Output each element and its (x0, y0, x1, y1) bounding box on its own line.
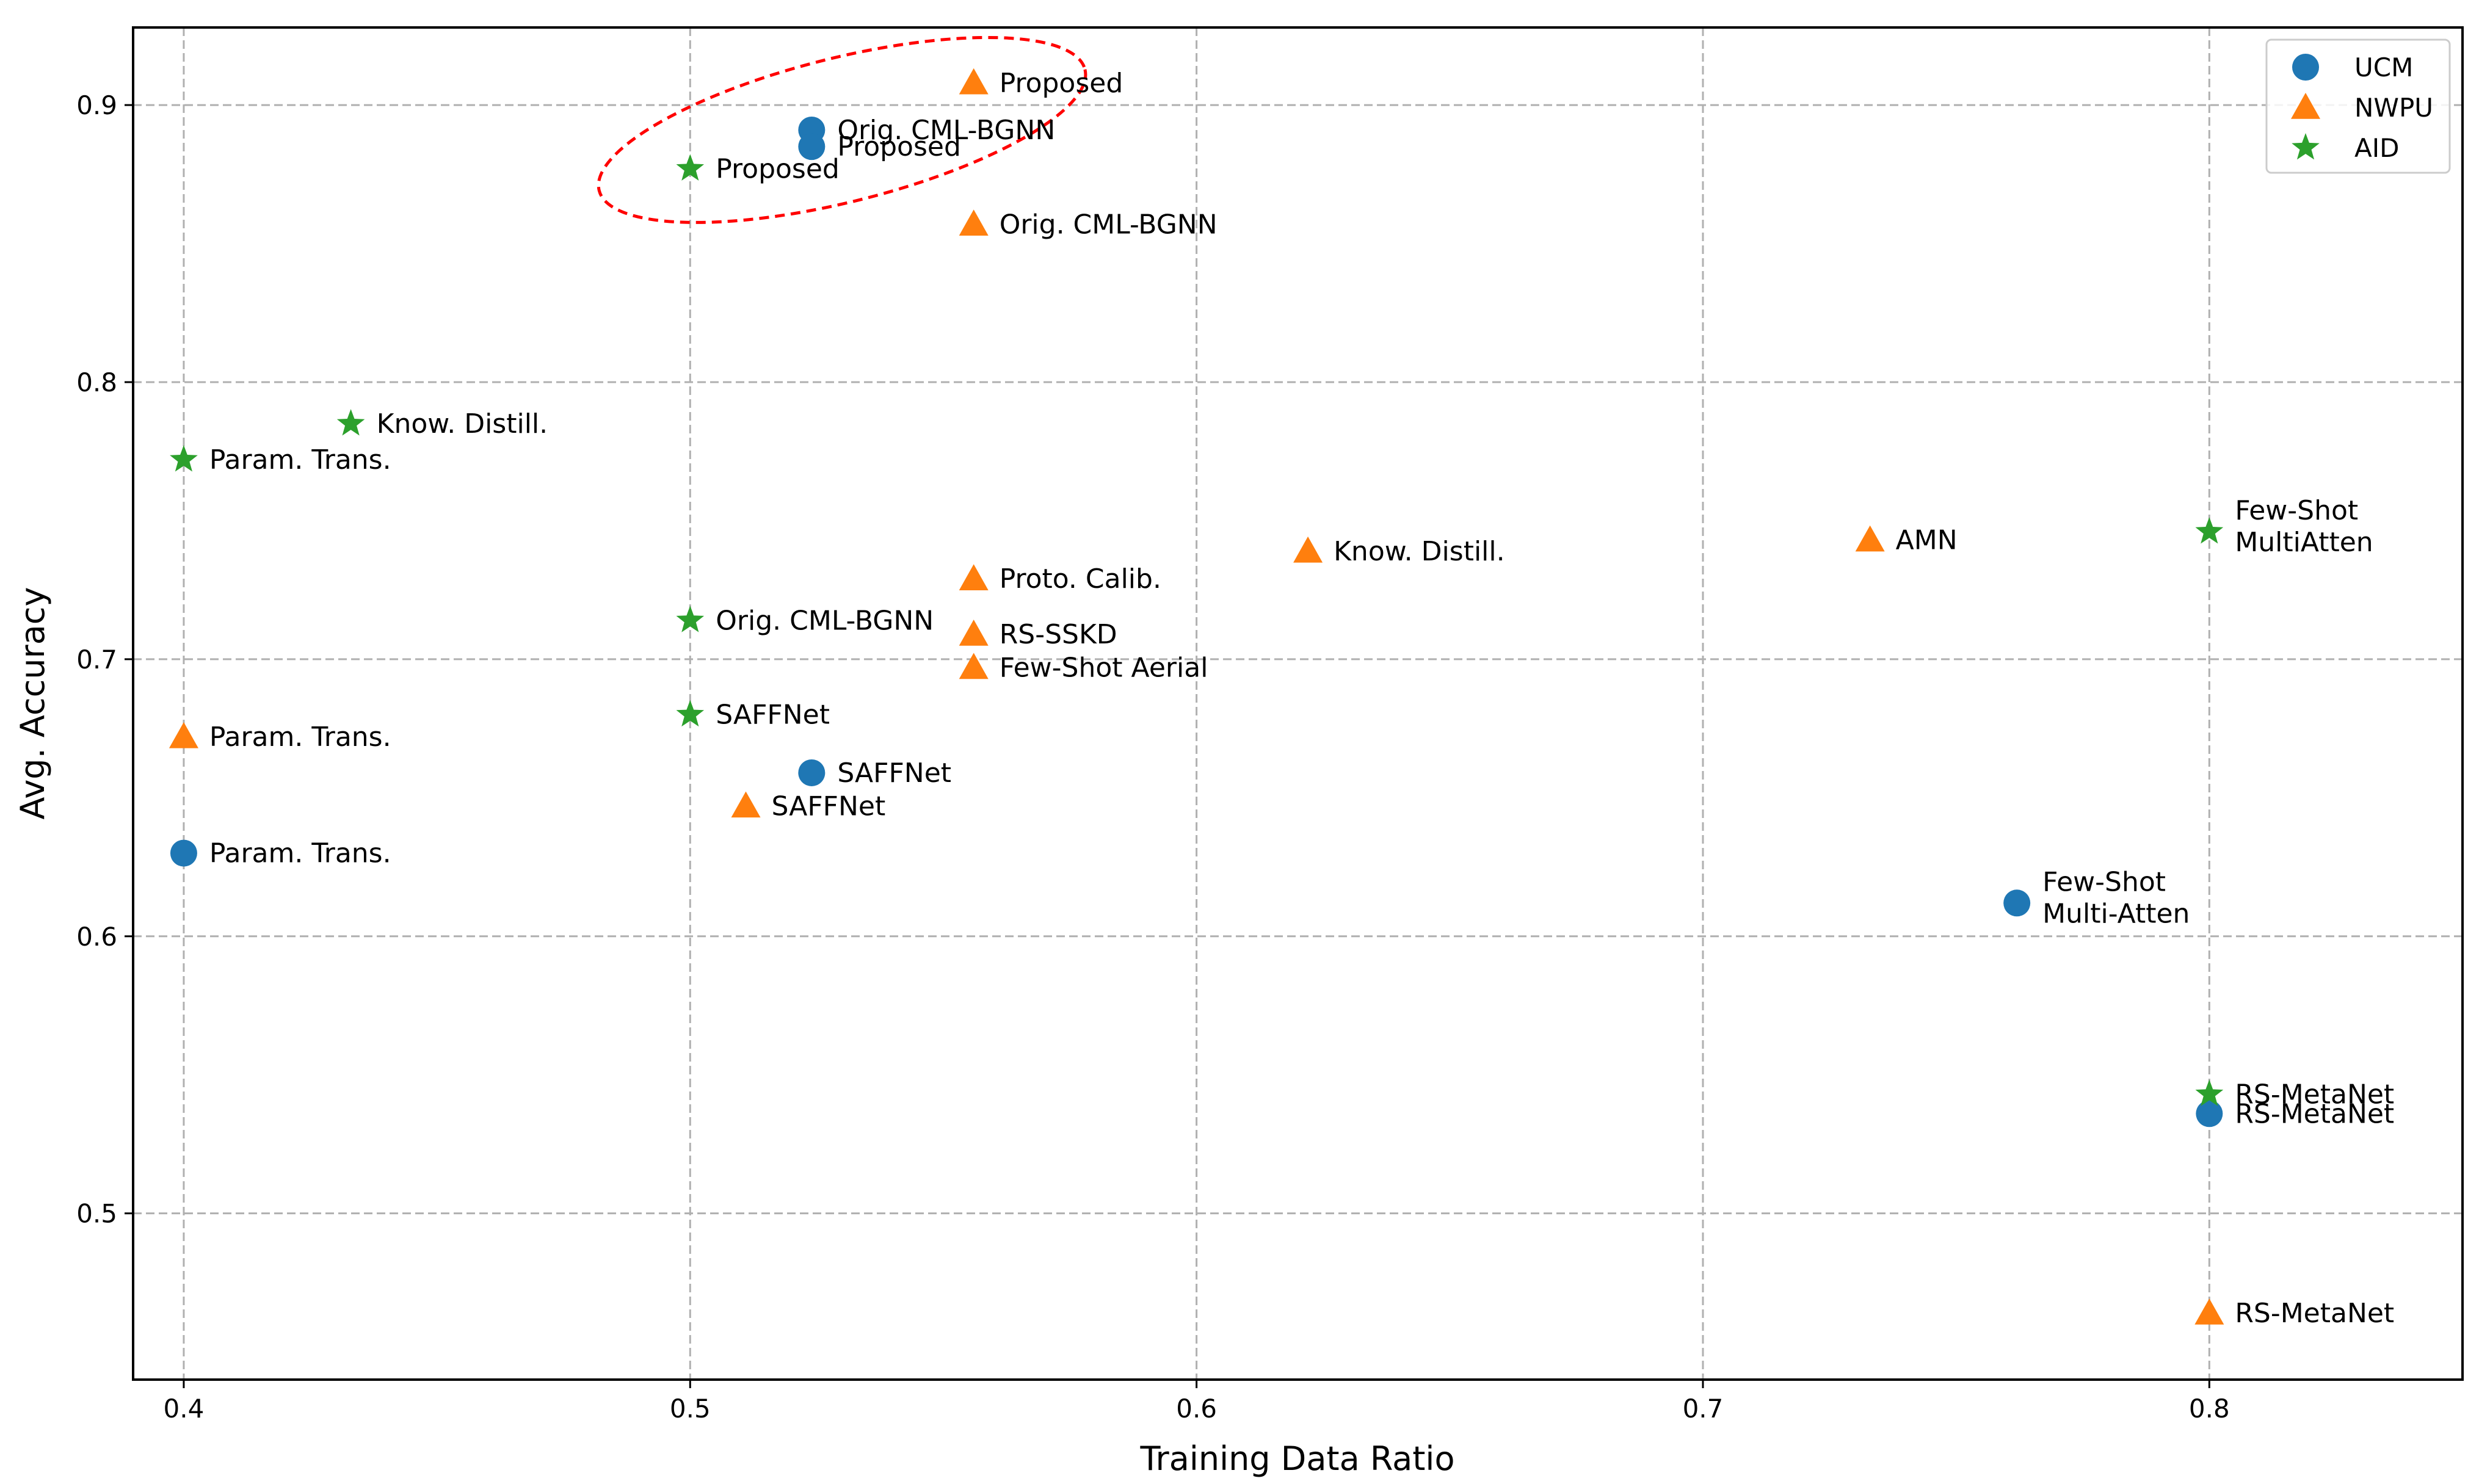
nwpu-point (731, 791, 761, 818)
point-label: Param. Trans. (209, 838, 391, 869)
point-label: SAFFNet (837, 758, 951, 789)
nwpu-point (2194, 1298, 2224, 1325)
point-label-line: MultiAtten (2235, 527, 2373, 558)
y-tick-label: 0.7 (76, 645, 117, 675)
point-label: Few-Shot Multi-Atten (2042, 866, 2190, 929)
point-label: Proposed (837, 131, 961, 162)
x-tick-label: 0.4 (164, 1394, 205, 1424)
legend-label-nwpu: NWPU (2354, 93, 2433, 123)
nwpu-point (959, 209, 989, 236)
point-label: Know. Distill. (1334, 536, 1505, 567)
aid-point (336, 409, 365, 436)
point-label-line: SAFFNet (716, 700, 830, 731)
point-label-line: Proposed (837, 131, 961, 162)
ucm-point (798, 133, 826, 161)
point-label-line: RS-MetaNet (2235, 1298, 2394, 1329)
aid-point (2195, 1079, 2224, 1106)
nwpu-point (169, 722, 198, 748)
point-label-line: AMN (1896, 525, 1958, 556)
y-tick-label: 0.8 (76, 367, 117, 397)
point-label: RS-MetaNet (2235, 1079, 2394, 1110)
aid-point (676, 700, 705, 727)
aid-point (676, 154, 705, 181)
point-label-line: Orig. CML-BGNN (716, 605, 934, 636)
annotations (597, 35, 1087, 224)
point-label: Param. Trans. (209, 722, 391, 753)
point-label-line: Know. Distill. (1334, 536, 1505, 567)
point-label: AMN (1896, 525, 1958, 556)
point-label-line: Few-Shot (2235, 495, 2358, 526)
ucm-point (798, 759, 826, 786)
aid-point (676, 606, 705, 632)
highlight-ellipse (597, 35, 1087, 224)
point-label: Proto. Calib. (1000, 563, 1161, 595)
ucm-point (170, 839, 197, 867)
nwpu-point (1855, 525, 1885, 552)
point-label: Proposed (1000, 68, 1123, 99)
point-label: Know. Distill. (377, 408, 548, 440)
point-label: SAFFNet (772, 791, 886, 822)
legend-marker-ucm (2292, 54, 2319, 81)
legend-label-ucm: UCM (2354, 52, 2413, 82)
ucm-point (2003, 889, 2031, 917)
legend: UCM NWPU AID (2265, 38, 2451, 174)
x-tick-label: 0.6 (1176, 1394, 1217, 1424)
y-tick-label: 0.6 (76, 922, 117, 952)
nwpu-point (959, 620, 989, 646)
x-axis-label: Training Data Ratio (1140, 1439, 1455, 1478)
point-label-line: Param. Trans. (209, 444, 391, 476)
point-label: SAFFNet (716, 700, 830, 731)
point-label-line: Param. Trans. (209, 838, 391, 869)
point-label-line: Proto. Calib. (1000, 563, 1161, 595)
point-label: Orig. CML-BGNN (716, 605, 934, 636)
point-label-line: Orig. CML-BGNN (837, 115, 1055, 146)
point-label: Orig. CML-BGNN (1000, 209, 1218, 240)
nwpu-point (959, 68, 989, 95)
point-label-line: RS-MetaNet (2235, 1079, 2394, 1110)
point-label-line: SAFFNet (837, 758, 951, 789)
point-label-line: Proposed (716, 153, 840, 184)
nwpu-point (959, 653, 989, 679)
x-tick-label: 0.5 (670, 1394, 711, 1424)
point-label: Orig. CML-BGNN (837, 115, 1055, 146)
plot-frame (132, 26, 2464, 1381)
grid-lines (133, 27, 2463, 1380)
data-points (169, 68, 2224, 1325)
point-label: Proposed (716, 153, 840, 184)
point-label: Few-Shot Aerial (1000, 652, 1208, 683)
point-label-line: Orig. CML-BGNN (1000, 209, 1218, 240)
point-label-line: Proposed (1000, 68, 1123, 99)
x-tick-label: 0.7 (1683, 1394, 1724, 1424)
point-label-line: Param. Trans. (209, 722, 391, 753)
nwpu-point (1293, 536, 1323, 563)
x-tick-label: 0.8 (2189, 1394, 2230, 1424)
aid-point (170, 445, 198, 472)
ucm-point (2196, 1100, 2223, 1127)
y-axis-label: Avg. Accuracy (13, 587, 52, 820)
aid-point (2195, 517, 2224, 544)
point-label-line: Know. Distill. (377, 408, 548, 440)
y-tick-label: 0.9 (76, 90, 117, 120)
point-label-line: Few-Shot Aerial (1000, 652, 1208, 683)
point-label: RS-MetaNet (2235, 1298, 2394, 1329)
legend-marker-aid (2292, 133, 2320, 160)
point-label-line: Multi-Atten (2042, 898, 2190, 929)
y-tick-label: 0.5 (76, 1199, 117, 1229)
point-label: Few-Shot MultiAtten (2235, 495, 2373, 558)
point-label-line: Few-Shot (2042, 866, 2166, 897)
nwpu-point (959, 564, 989, 590)
point-label-line: RS-MetaNet (2235, 1098, 2394, 1129)
point-label-line: RS-SSKD (1000, 619, 1117, 650)
legend-label-aid: AID (2354, 133, 2399, 163)
point-label: RS-SSKD (1000, 619, 1117, 650)
point-label: Param. Trans. (209, 444, 391, 476)
legend-marker-nwpu (2291, 93, 2320, 119)
point-label: RS-MetaNet (2235, 1098, 2394, 1129)
point-label-line: SAFFNet (772, 791, 886, 822)
axis-ticks: 0.4 0.5 0.6 0.7 0.8 0.5 0.6 0.7 0.8 0.9 (76, 90, 2230, 1424)
